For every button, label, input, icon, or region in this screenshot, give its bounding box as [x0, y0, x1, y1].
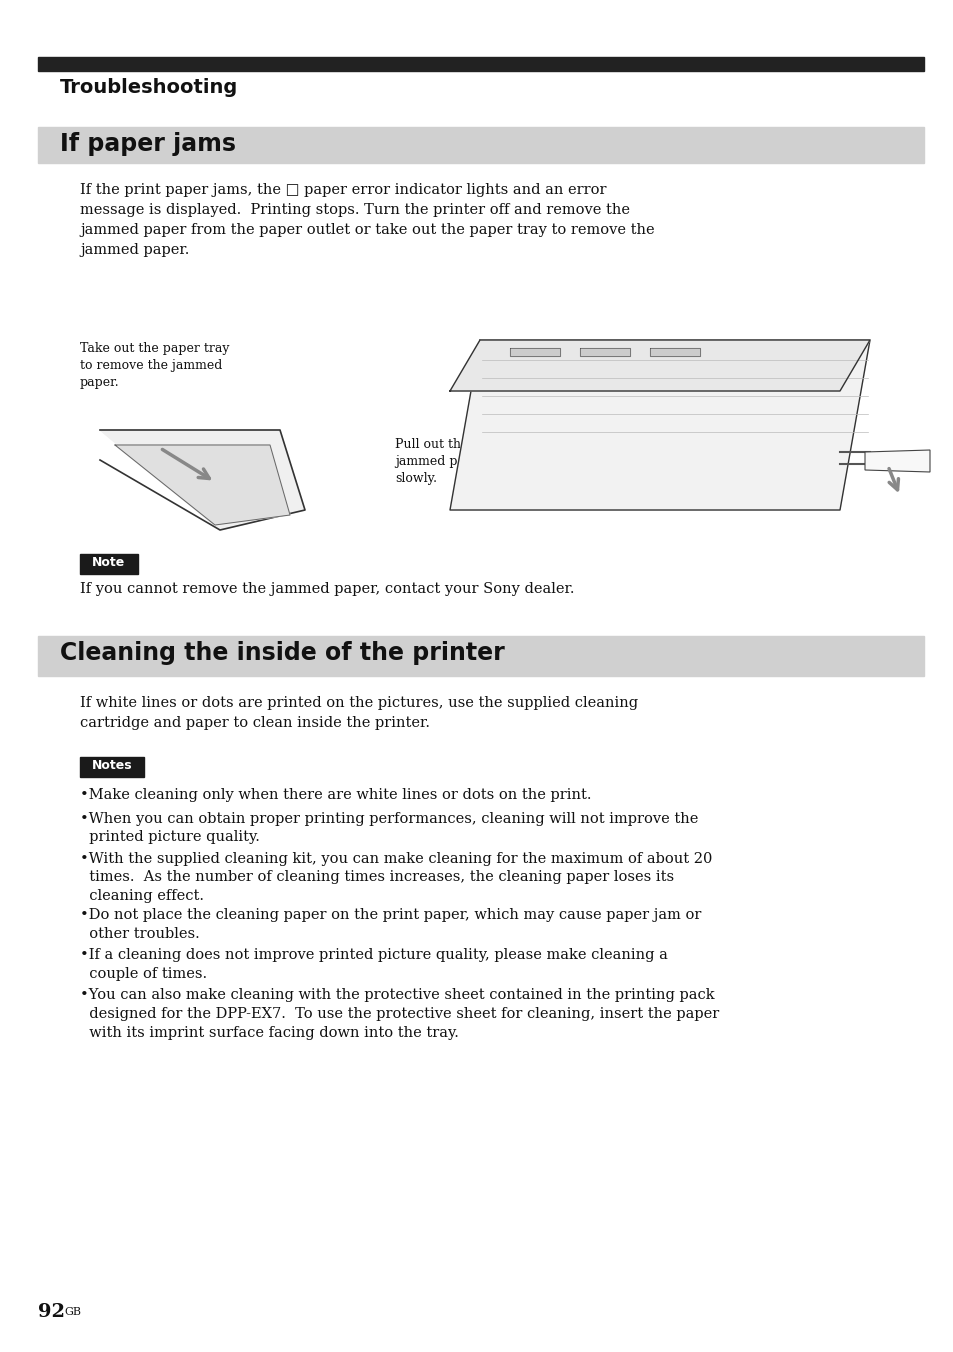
- Polygon shape: [450, 339, 869, 391]
- Text: If you cannot remove the jammed paper, contact your Sony dealer.: If you cannot remove the jammed paper, c…: [80, 581, 574, 596]
- Polygon shape: [649, 347, 700, 356]
- Text: Note: Note: [92, 556, 126, 569]
- Polygon shape: [450, 339, 869, 510]
- Bar: [38, 127, 923, 164]
- Text: If paper jams: If paper jams: [60, 132, 235, 155]
- Text: If the print paper jams, the □ paper error indicator lights and an error
message: If the print paper jams, the □ paper err…: [80, 183, 654, 257]
- Text: •If a cleaning does not improve printed picture quality, please make cleaning a
: •If a cleaning does not improve printed …: [80, 948, 667, 982]
- Text: GB: GB: [64, 1307, 81, 1317]
- Text: •Make cleaning only when there are white lines or dots on the print.: •Make cleaning only when there are white…: [80, 788, 591, 802]
- Bar: [80, 554, 138, 575]
- Polygon shape: [864, 450, 929, 472]
- Text: •You can also make cleaning with the protective sheet contained in the printing : •You can also make cleaning with the pro…: [80, 988, 719, 1040]
- Text: Troubleshooting: Troubleshooting: [60, 78, 238, 97]
- Text: Notes: Notes: [91, 758, 132, 772]
- Text: If white lines or dots are printed on the pictures, use the supplied cleaning
ca: If white lines or dots are printed on th…: [80, 696, 638, 730]
- Text: Cleaning the inside of the printer: Cleaning the inside of the printer: [60, 641, 504, 665]
- Text: Pull out the
jammed paper
slowly.: Pull out the jammed paper slowly.: [395, 438, 486, 485]
- Polygon shape: [579, 347, 629, 356]
- Polygon shape: [100, 430, 305, 530]
- Bar: [38, 635, 923, 676]
- Polygon shape: [510, 347, 559, 356]
- Bar: [80, 757, 144, 777]
- Bar: [38, 57, 923, 72]
- Text: Take out the paper tray
to remove the jammed
paper.: Take out the paper tray to remove the ja…: [80, 342, 230, 389]
- Text: •When you can obtain proper printing performances, cleaning will not improve the: •When you can obtain proper printing per…: [80, 811, 698, 845]
- Polygon shape: [115, 445, 290, 525]
- Text: •With the supplied cleaning kit, you can make cleaning for the maximum of about : •With the supplied cleaning kit, you can…: [80, 852, 712, 903]
- Text: 92: 92: [38, 1303, 65, 1321]
- Text: •Do not place the cleaning paper on the print paper, which may cause paper jam o: •Do not place the cleaning paper on the …: [80, 909, 700, 941]
